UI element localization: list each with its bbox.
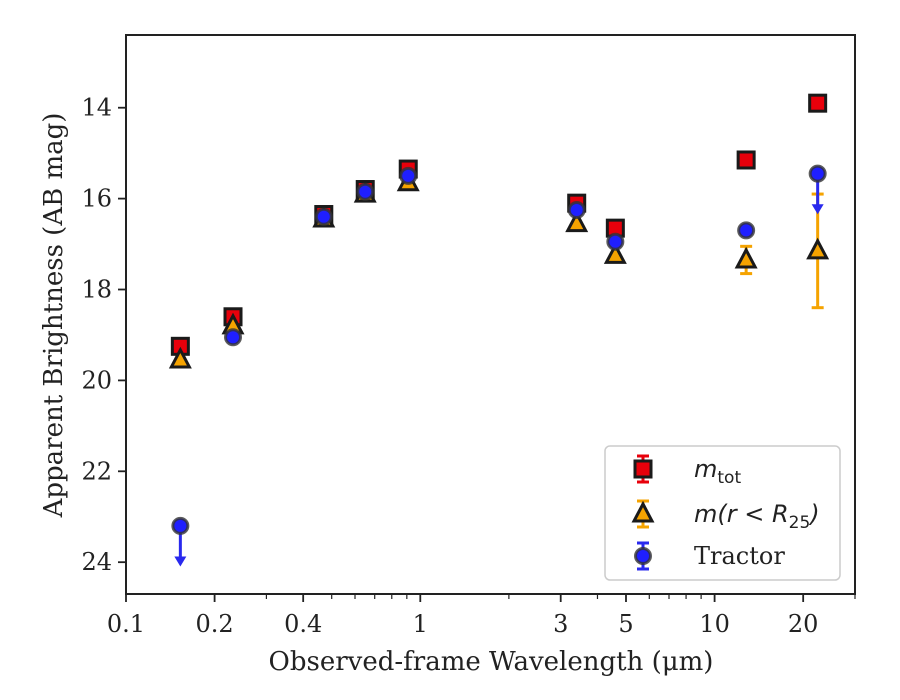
marker-circle [314,207,333,226]
y-tick-label: 20 [81,366,112,394]
series-circle [171,164,827,567]
y-tick-label: 22 [81,457,112,485]
legend-label: mtot [694,455,741,488]
marker-circle [171,516,190,535]
upper-limit-arrow [811,204,824,215]
data-point [314,207,333,226]
legend: mtot m(r < R25) Tractor [604,445,841,581]
x-tick-label: 5 [618,610,633,638]
marker-square [633,459,653,479]
data-point [808,164,827,215]
marker-square [808,93,828,113]
data-point [808,93,828,113]
marker-triangle [603,242,627,264]
x-tick-label: 10 [699,610,730,638]
marker-triangle [734,246,758,269]
data-point [606,232,625,251]
data-point [734,244,758,276]
marker-circle [737,221,756,240]
series-triangle [168,169,830,369]
y-axis-title: Apparent Brightness (AB mag) [39,113,69,519]
legend-box [604,445,841,581]
marker-circle [356,182,375,201]
data-point [567,200,586,219]
data-point [737,221,756,240]
data-point [399,166,418,185]
data-point [736,150,756,170]
legend-entry: Tractor [634,541,785,571]
upper-limit-arrow [174,556,187,567]
x-tick-label: 0.4 [284,610,322,638]
marker-triangle [565,210,589,233]
data-point [171,516,190,567]
marker-triangle [168,346,192,369]
y-tick-label: 16 [81,185,112,213]
legend-entry: mtot [633,454,741,488]
y-tick-label: 14 [81,94,112,122]
plot-area: 0.1 0.2 0.4 1 3 5 10 20 14 16 18 20 22 24 [81,34,856,638]
legend-label: m(r < R25) [694,500,820,533]
x-axis-title: Observed-frame Wavelength (μm) [269,647,714,677]
marker-square [736,150,756,170]
legend-entry: m(r < R25) [631,499,820,533]
marker-triangle [806,237,830,260]
x-tick-label: 1 [413,610,428,638]
y-tick-label: 24 [81,548,112,576]
marker-triangle [631,500,655,523]
x-tick-label: 20 [788,610,819,638]
marker-circle [224,328,243,347]
data-point [224,328,243,347]
marker-circle [606,232,625,251]
series-square [170,93,828,356]
marker-circle [808,164,827,183]
data-point [356,182,375,201]
x-tick-label: 3 [553,610,568,638]
data-point [603,242,627,264]
x-tick-label: 0.2 [196,610,234,638]
data-point [168,346,192,369]
marker-circle [399,166,418,185]
marker-circle [634,547,652,565]
data-point [565,210,589,233]
plot-frame [125,34,856,595]
legend-label: Tractor [694,542,785,570]
x-tick-label: 0.1 [107,610,145,638]
marker-circle [567,200,586,219]
y-tick-label: 18 [81,276,112,304]
